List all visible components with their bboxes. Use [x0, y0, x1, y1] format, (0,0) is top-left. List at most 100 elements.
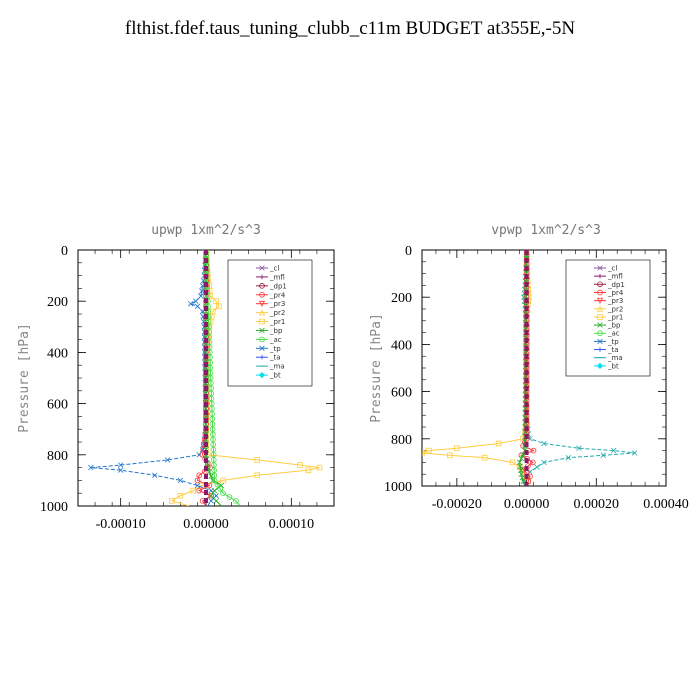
legend-item: _tp	[594, 338, 619, 346]
legend-label: _ac	[269, 336, 282, 344]
legend-label: _ta	[607, 346, 619, 354]
series-tp	[88, 250, 219, 506]
y-tick-label: 1000	[40, 500, 68, 515]
legend-label: _pr2	[269, 309, 285, 317]
x-tick-label: 0.00010	[269, 517, 315, 532]
series-point	[600, 452, 606, 459]
plot-area	[422, 250, 638, 486]
legend-label: _pr4	[269, 291, 286, 299]
legend-item: _ma	[256, 363, 285, 371]
series-point	[530, 459, 536, 466]
panel-title: vpwp 1xm^2/s^3	[491, 223, 601, 238]
legend-label: _pr2	[607, 305, 623, 313]
legend-label: _bp	[607, 322, 621, 330]
legend-marker	[258, 309, 266, 316]
legend-marker	[597, 273, 603, 279]
series-point	[576, 445, 582, 451]
figure-title: flthist.fdef.taus_tuning_clubb_c11m BUDG…	[124, 18, 576, 39]
legend-item: _ta	[256, 354, 281, 362]
series-point	[152, 472, 158, 478]
series-point	[220, 477, 226, 484]
y-tick-label: 0	[61, 244, 68, 259]
series-point	[208, 493, 214, 499]
legend-item: _bp	[594, 322, 621, 330]
y-tick-label: 1000	[384, 480, 412, 495]
series-point	[447, 452, 453, 459]
series-point	[117, 467, 124, 473]
legend-label: _bp	[269, 327, 283, 335]
y-tick-label: 400	[391, 338, 412, 353]
legend-marker	[597, 338, 603, 345]
legend-label: _bt	[607, 362, 619, 370]
legend-item: _pr3	[594, 297, 623, 305]
legend-item: _dp1	[256, 282, 287, 290]
legend-label: _ta	[269, 354, 281, 362]
legend-item: _ac	[594, 330, 620, 338]
legend-marker	[259, 291, 265, 298]
series-line	[90, 250, 217, 506]
legend-label: _ac	[607, 330, 620, 338]
series-point	[541, 459, 547, 466]
legend-label: _tp	[607, 338, 619, 346]
series-point	[194, 303, 201, 310]
legend-item: _ta	[594, 346, 619, 354]
series-point	[194, 477, 201, 484]
series-point	[211, 477, 218, 484]
series-line	[422, 250, 530, 486]
legend-marker	[597, 281, 603, 288]
legend-item: _bt	[594, 362, 619, 370]
series-point	[509, 459, 516, 466]
series-point	[495, 440, 502, 447]
legend-item: _ma	[594, 354, 623, 362]
legend-item: _ac	[256, 336, 282, 344]
legend-item: _cl	[594, 265, 617, 273]
legend-item: _cl	[256, 265, 279, 273]
chart-panel-1: upwp 1xm^2/s^3 Pressure [hPa] 0 200 400 600 80…	[17, 223, 335, 532]
series-point	[530, 447, 537, 454]
series-point	[187, 301, 194, 307]
x-tick-label: 0.00020	[574, 497, 620, 512]
series-point	[305, 467, 312, 473]
y-tick-label: 0	[405, 244, 412, 259]
series-point	[565, 454, 572, 461]
legend-item: _dp1	[594, 281, 625, 289]
legend-marker	[259, 274, 265, 280]
y-tick-label: 600	[47, 398, 68, 413]
x-tick-label: 0.00000	[183, 517, 229, 532]
series-point	[297, 462, 303, 468]
legend-item: _pr4	[256, 291, 286, 299]
legend-label: _cl	[607, 265, 617, 273]
legend-item: _mfl	[256, 273, 285, 281]
series-point	[214, 481, 221, 488]
series-point	[196, 472, 202, 479]
legend-marker	[259, 354, 265, 360]
y-tick-label: 400	[47, 346, 68, 361]
series-point	[226, 494, 233, 500]
series-point	[213, 493, 219, 499]
series-point	[194, 482, 201, 489]
x-tick-label: -0.00010	[96, 517, 146, 532]
series-point	[164, 457, 171, 463]
series-point	[220, 490, 226, 497]
chart-panel-2: vpwp 1xm^2/s^3 Pressure [hPa] 0 200 400 600 80…	[369, 223, 689, 512]
legend-marker	[597, 265, 603, 271]
legend-marker	[596, 305, 604, 312]
legend-marker	[597, 347, 603, 352]
plot-area	[88, 250, 323, 506]
legend-box	[565, 259, 651, 377]
legend-label: _pr3	[269, 300, 285, 308]
legend-item: _pr3	[256, 300, 285, 308]
legend-marker	[258, 300, 266, 307]
series-point	[426, 447, 432, 454]
y-tick-label: 800	[47, 449, 68, 464]
legend-label: _dp1	[607, 281, 625, 289]
series-point	[233, 498, 239, 504]
series-point	[217, 486, 224, 492]
series-point	[117, 462, 124, 468]
legend-item: _pr2	[594, 305, 623, 313]
series-point	[198, 293, 204, 299]
y-tick-label: 600	[391, 386, 412, 401]
legend-marker	[597, 322, 603, 328]
legend: _cl_mfl_dp1_pr4_pr3_pr2_pr1_bp_ac_tp_ta_…	[565, 259, 651, 377]
legend-marker	[596, 297, 604, 304]
